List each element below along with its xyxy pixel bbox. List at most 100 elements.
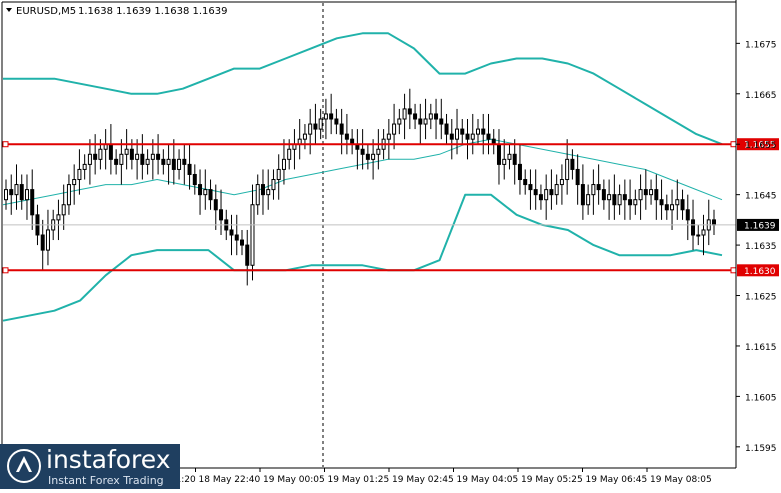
candle xyxy=(219,189,224,235)
current-price-label: 1.1639 xyxy=(744,221,776,231)
bollinger-lower-band xyxy=(2,193,723,322)
candle xyxy=(528,169,533,210)
candle xyxy=(213,184,218,230)
x-tick-label: 18 May 22:40 xyxy=(199,475,261,485)
candle xyxy=(72,164,77,205)
x-tick-label: 19 May 00:05 xyxy=(263,475,325,485)
candle xyxy=(30,169,35,230)
candle xyxy=(607,179,612,220)
candle xyxy=(402,93,407,140)
candle xyxy=(9,174,14,215)
y-tick-label: 1.1635 xyxy=(745,242,777,252)
x-tick-label: 19 May 08:05 xyxy=(650,475,712,485)
candle xyxy=(701,214,706,256)
candle xyxy=(271,169,276,200)
y-tick-label: 1.1655 xyxy=(745,141,777,151)
y-tick-label: 1.1605 xyxy=(745,393,777,403)
candle xyxy=(428,103,433,130)
candle xyxy=(559,164,564,205)
candlestick-series xyxy=(4,88,716,286)
candle xyxy=(512,139,517,185)
candle xyxy=(56,199,61,241)
candle xyxy=(119,139,124,185)
candle xyxy=(203,169,208,210)
candle xyxy=(523,169,528,195)
candle xyxy=(281,139,286,185)
candle xyxy=(423,98,428,140)
candle xyxy=(114,149,119,175)
level-handle-right[interactable] xyxy=(730,267,737,274)
candle xyxy=(318,108,323,140)
candle xyxy=(628,179,633,220)
candle xyxy=(601,179,606,210)
candle xyxy=(444,113,449,145)
level-handle-left[interactable] xyxy=(2,141,9,148)
candle xyxy=(502,139,507,180)
level-price-label: 1.1630 xyxy=(744,267,776,277)
bollinger-upper-band xyxy=(3,32,723,146)
candle xyxy=(339,108,344,155)
logo-brand-text: instaforex xyxy=(46,445,171,474)
candle xyxy=(413,103,418,130)
candle xyxy=(166,144,171,185)
candle xyxy=(659,179,664,220)
candle xyxy=(638,174,643,220)
candle xyxy=(696,224,701,246)
candle xyxy=(245,229,250,286)
level-price-tag xyxy=(737,264,779,277)
candle xyxy=(145,149,150,175)
candle xyxy=(434,98,439,140)
instaforex-logo-icon xyxy=(7,449,41,483)
candle xyxy=(161,149,166,175)
candle xyxy=(507,144,512,170)
candle xyxy=(517,144,522,195)
x-tick-label: 19 May 06:45 xyxy=(586,475,648,485)
candle xyxy=(250,184,255,281)
candle xyxy=(187,144,192,190)
candle xyxy=(308,108,313,155)
candle xyxy=(177,149,182,180)
level-handle-right[interactable] xyxy=(730,141,737,148)
candle xyxy=(439,98,444,140)
candle xyxy=(334,108,339,135)
candle xyxy=(45,209,50,266)
candle xyxy=(418,103,423,145)
candle xyxy=(135,139,140,180)
x-tick-label: 19 May 05:25 xyxy=(521,475,583,485)
candle xyxy=(260,169,265,215)
candle xyxy=(93,134,98,175)
candle xyxy=(476,119,480,145)
candle xyxy=(617,184,622,215)
candle xyxy=(449,119,454,160)
candle xyxy=(77,149,82,195)
candle xyxy=(360,129,365,170)
candle xyxy=(40,219,45,271)
candle xyxy=(386,119,391,160)
candle xyxy=(140,134,145,180)
candle xyxy=(365,144,370,170)
y-tick-label: 1.1625 xyxy=(745,293,777,303)
candle xyxy=(470,113,475,155)
candle xyxy=(87,139,92,185)
level-handle-left[interactable] xyxy=(2,267,9,274)
level-price-label: 1.1655 xyxy=(744,141,776,151)
candle xyxy=(371,139,376,180)
candle xyxy=(622,179,627,220)
candle xyxy=(460,119,465,145)
candle xyxy=(240,229,244,256)
current-price-tag xyxy=(737,218,779,231)
instaforex-logo: instaforex Instant Forex Trading xyxy=(0,444,180,489)
candle xyxy=(329,93,334,135)
candle xyxy=(407,88,412,130)
candle xyxy=(675,179,680,220)
chevron-down-icon[interactable] xyxy=(6,8,12,12)
candle xyxy=(544,174,549,220)
candle xyxy=(24,174,29,220)
candle xyxy=(586,184,591,215)
symbol-label: EURUSD,M5 xyxy=(16,6,76,17)
candle xyxy=(392,103,397,150)
candle xyxy=(19,174,24,210)
candle xyxy=(266,169,271,210)
